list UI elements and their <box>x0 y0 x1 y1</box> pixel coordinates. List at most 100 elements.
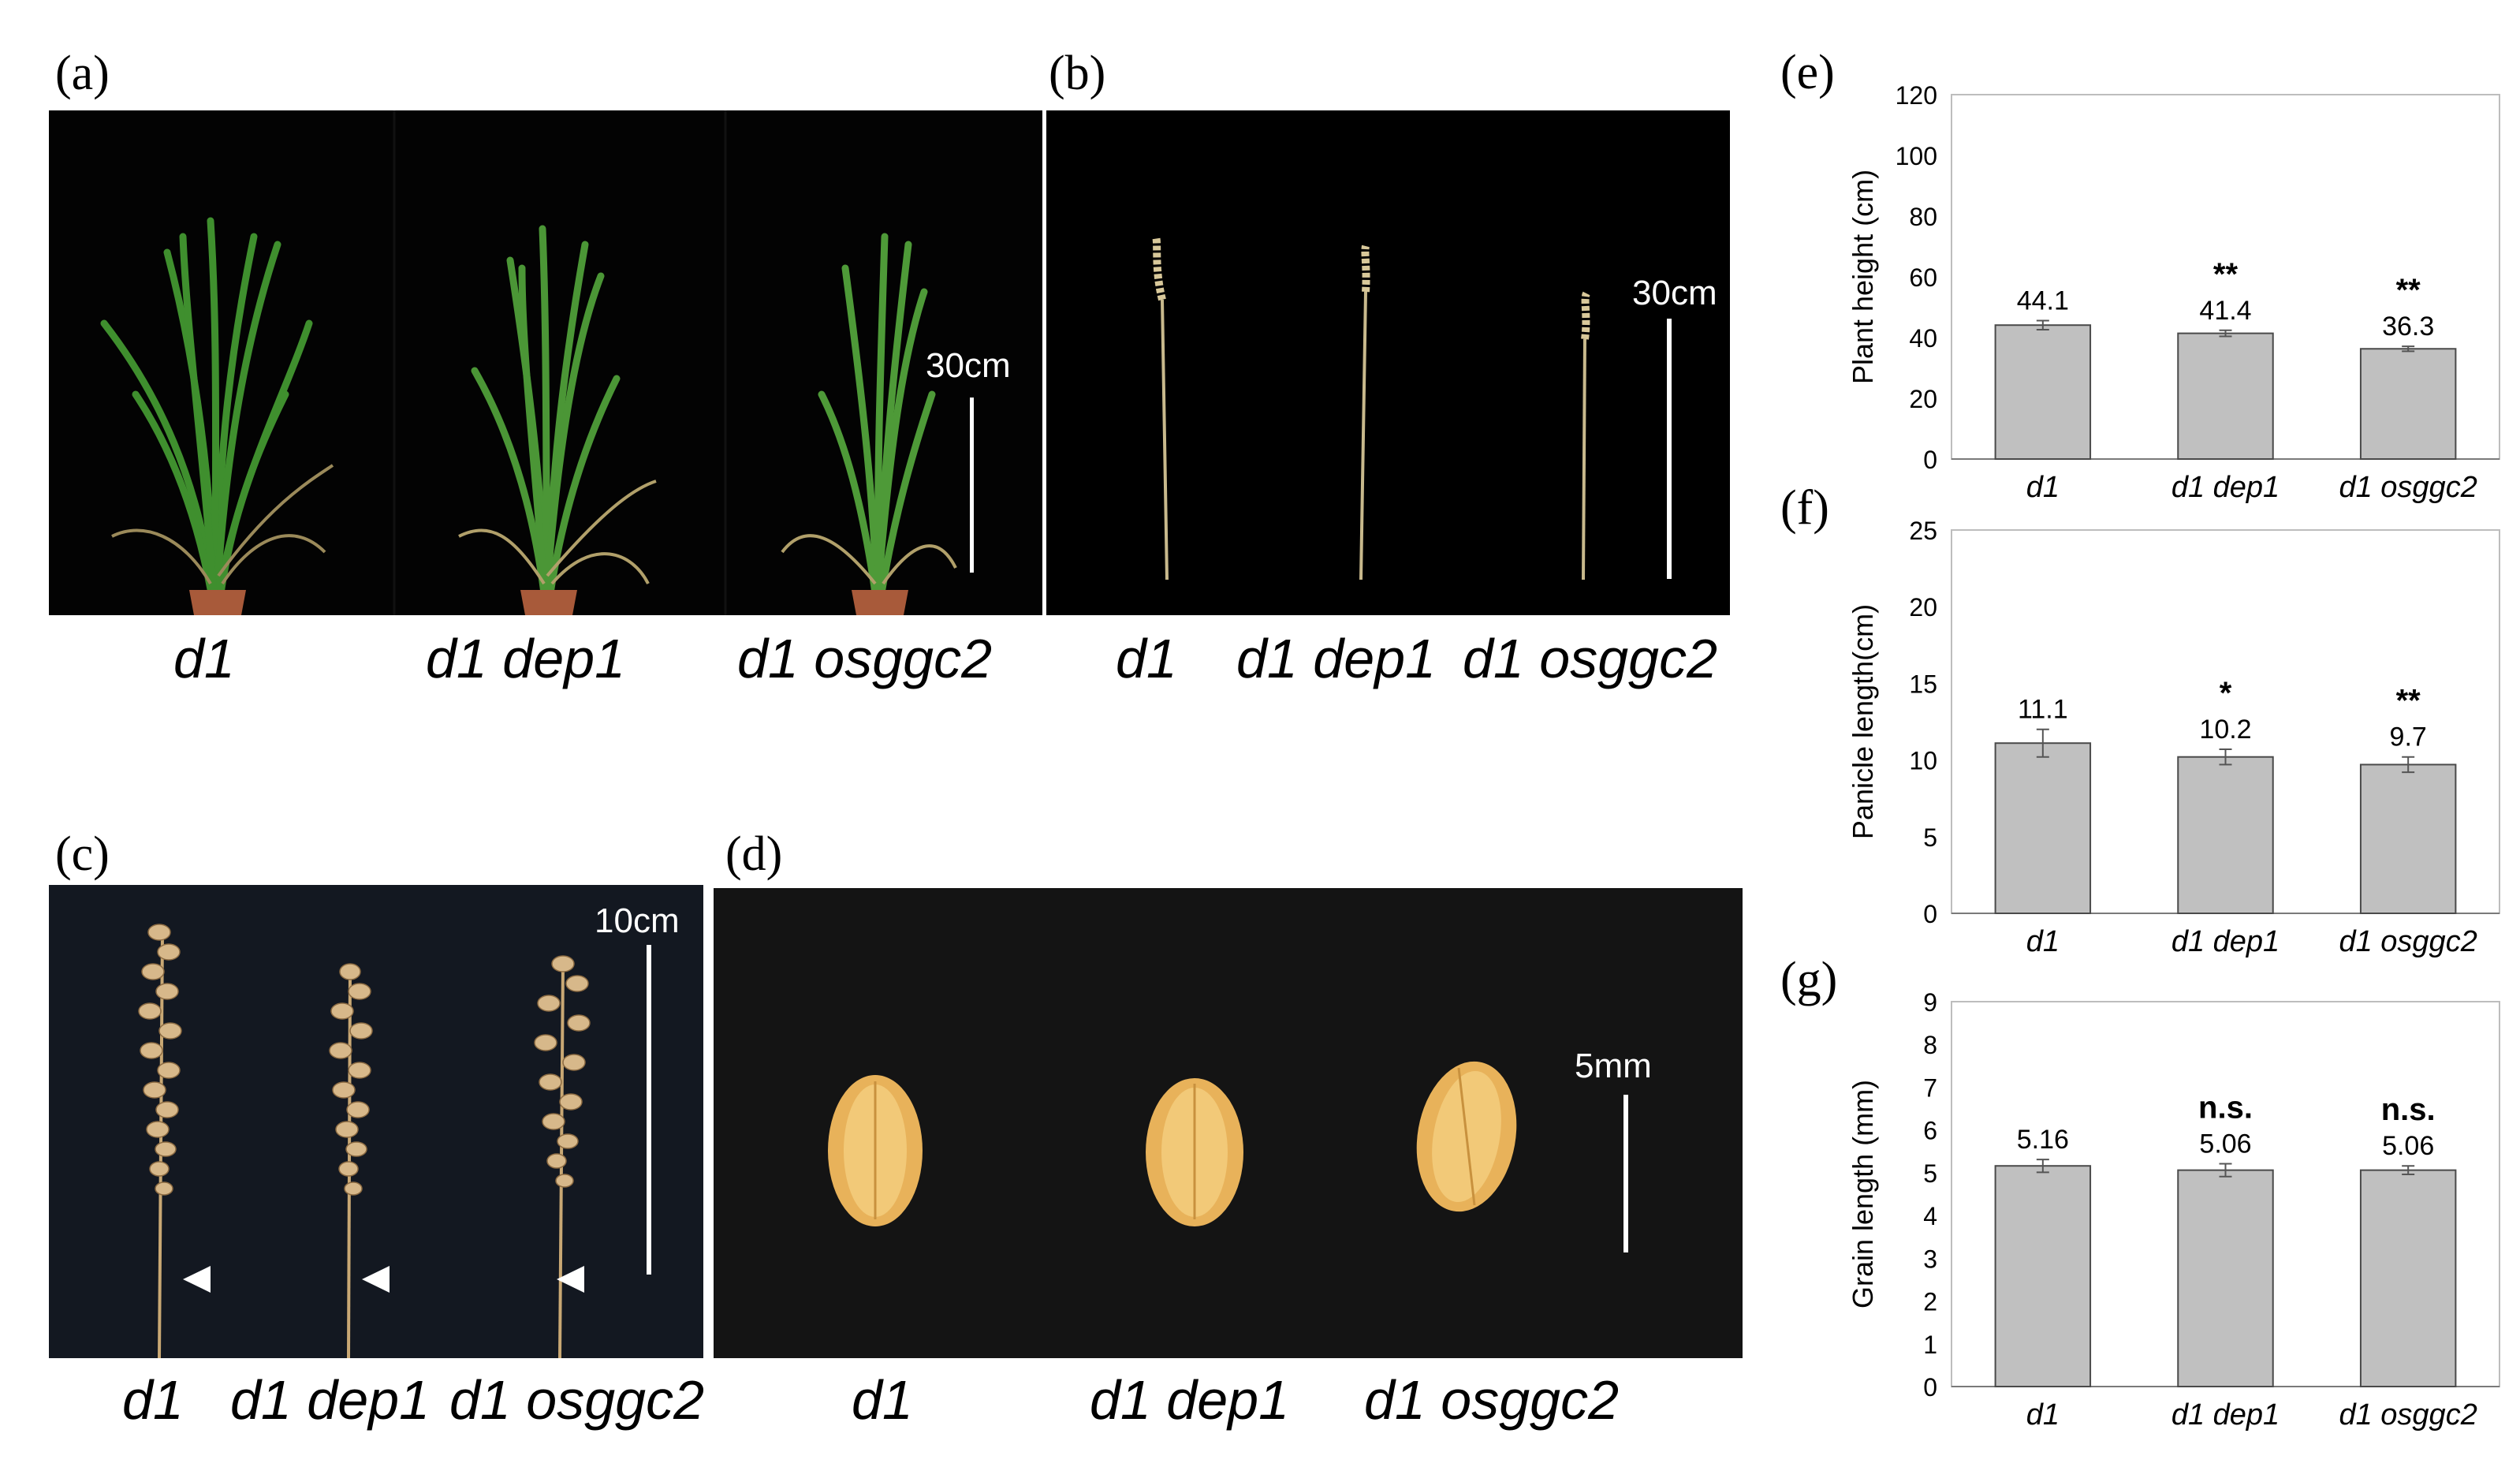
chart-2-value-label-1: 5.06 <box>2199 1129 2251 1159</box>
chart-2-ytick-label: 5 <box>1923 1159 1937 1188</box>
panicle-d1-osggc2 <box>534 955 591 1358</box>
chart-0-category-label-0: d1 <box>2026 471 2060 504</box>
chart-grain-length: (g) 0 1 2 3 4 5 6 7 8 9 Grain length (mm) 5.16 d1 5.06… <box>1774 953 2515 1435</box>
chart-2-ytick-label: 2 <box>1923 1288 1937 1316</box>
panicles-illustration <box>49 885 703 1358</box>
chart-0-bar-1 <box>2177 332 2274 460</box>
chart-1-significance-2: ** <box>2396 684 2421 719</box>
photo-panicles-stems: 30cm <box>1044 110 1730 615</box>
scale-bar-c <box>647 945 651 1275</box>
chart-1-value-label-0: 11.1 <box>2018 695 2068 725</box>
chart-svg: (f) 0 5 10 15 20 25 Panicle length(cm) 11.1 d1 10.… <box>1780 481 2500 958</box>
chart-2-bar-0 <box>1994 1165 2092 1387</box>
plant-d1-dep1 <box>458 225 657 615</box>
chart-1-value-label-1: 10.2 <box>2199 715 2251 745</box>
scale-label-b: 30cm <box>1632 274 1717 312</box>
chart-0-significance-2: ** <box>2396 273 2421 308</box>
stem-d1-osggc2 <box>1581 291 1590 580</box>
plant-d1 <box>100 217 334 615</box>
grains-illustration <box>714 888 1743 1358</box>
chart-0-value-label-2: 36.3 <box>2382 312 2434 342</box>
panicles-stems-illustration <box>1044 110 1730 615</box>
chart-1-ytick-label: 20 <box>1909 593 1937 622</box>
chart-2-category-label-2: d1 osggc2 <box>2339 1398 2477 1432</box>
chart-2-ytick-label: 8 <box>1923 1031 1937 1059</box>
chart-2-panel-label: (g) <box>1780 953 1837 1006</box>
chart-1-panel-label: (f) <box>1780 481 1829 535</box>
panel-label-a: (a) <box>55 47 110 100</box>
chart-1-bar-1 <box>2177 756 2274 914</box>
panicle-d1 <box>138 924 182 1358</box>
chart-0-ytick-label: 40 <box>1909 324 1937 353</box>
caption-c-1: d1 <box>122 1369 184 1431</box>
caption-b-2: d1 dep1 <box>1236 628 1437 689</box>
chart-2-category-label-0: d1 <box>2026 1398 2060 1432</box>
chart-1-ytick-label: 5 <box>1923 823 1937 852</box>
caption-d-2: d1 dep1 <box>1090 1369 1290 1431</box>
chart-1-value-label-2: 9.7 <box>2390 722 2427 752</box>
chart-2-ytick-label: 7 <box>1923 1073 1937 1102</box>
chart-2-significance-2: n.s. <box>2381 1092 2436 1127</box>
chart-0-value-label-0: 44.1 <box>2017 286 2069 315</box>
stem-d1 <box>1152 235 1169 580</box>
chart-2-ytick-label: 3 <box>1923 1245 1937 1273</box>
chart-0-significance-1: ** <box>2213 257 2239 292</box>
chart-1-bar-0 <box>1994 742 2092 914</box>
grain-d1-dep1 <box>1146 1078 1243 1226</box>
caption-a-1: d1 <box>173 628 235 689</box>
chart-1-ytick-label: 10 <box>1909 747 1937 775</box>
chart-2-value-label-2: 5.06 <box>2382 1131 2434 1161</box>
caption-c-2: d1 dep1 <box>230 1369 431 1431</box>
chart-1-category-label-0: d1 <box>2026 925 2060 958</box>
stem-d1-dep1 <box>1359 244 1370 580</box>
chart-2-bar-2 <box>2359 1169 2457 1387</box>
plant-d1-osggc2 <box>781 233 957 615</box>
chart-0-ytick-label: 60 <box>1909 263 1937 292</box>
caption-c-3: d1 osggc2 <box>449 1369 705 1431</box>
chart-1-ytick-label: 25 <box>1909 517 1937 545</box>
scale-bar-a <box>970 398 974 573</box>
chart-0-category-label-2: d1 osggc2 <box>2339 471 2477 504</box>
chart-1-bar-2 <box>2359 763 2457 914</box>
chart-0-ylabel: Plant height (cm) <box>1847 170 1879 384</box>
chart-panicle-length: (f) 0 5 10 15 20 25 Panicle length(cm) 11.1 d1 10.… <box>1774 481 2515 970</box>
chart-0-bar-0 <box>1994 324 2092 460</box>
chart-0-ytick-label: 20 <box>1909 385 1937 413</box>
chart-0-value-label-1: 41.4 <box>2199 296 2251 326</box>
chart-2-category-label-1: d1 dep1 <box>2171 1398 2280 1432</box>
arrowheads <box>183 1266 584 1293</box>
scale-bar-d <box>1623 1095 1628 1252</box>
chart-svg: (g) 0 1 2 3 4 5 6 7 8 9 Grain length (mm) 5.16 d1 5.06… <box>1780 953 2500 1432</box>
chart-2-ytick-label: 6 <box>1923 1117 1937 1145</box>
chart-2-ytick-label: 0 <box>1923 1373 1937 1402</box>
caption-a-2: d1 dep1 <box>426 628 626 689</box>
caption-d-1: d1 <box>852 1369 913 1431</box>
chart-2-ytick-label: 1 <box>1923 1331 1937 1359</box>
scale-bar-b <box>1667 319 1672 579</box>
scale-label-c: 10cm <box>595 901 680 940</box>
chart-1-ylabel: Panicle length(cm) <box>1847 604 1879 839</box>
chart-1-significance-1: * <box>2220 676 2232 711</box>
chart-1-ytick-label: 15 <box>1909 670 1937 698</box>
panel-label-b: (b) <box>1049 47 1106 100</box>
panicle-d1-dep1 <box>329 963 373 1358</box>
panel-label-c: (c) <box>55 827 110 881</box>
chart-2-ytick-label: 4 <box>1923 1202 1937 1230</box>
chart-0-panel-label: (e) <box>1780 46 1835 99</box>
chart-2-significance-1: n.s. <box>2198 1091 2253 1125</box>
chart-0-ytick-label: 120 <box>1896 81 1937 110</box>
photo-panicles: 10cm <box>49 885 703 1358</box>
chart-0-category-label-1: d1 dep1 <box>2171 471 2280 504</box>
chart-1-category-label-1: d1 dep1 <box>2171 925 2280 958</box>
chart-0-ytick-label: 80 <box>1909 203 1937 231</box>
chart-svg: (e) 0 20 40 60 80 100 120 Plant height (cm) 44.1 d… <box>1780 46 2500 504</box>
chart-2-ylabel: Grain length (mm) <box>1847 1080 1879 1308</box>
grain-d1 <box>828 1075 923 1226</box>
grain-d1-osggc2 <box>1416 1061 1517 1212</box>
chart-0-bar-2 <box>2359 348 2457 460</box>
chart-0-ytick-label: 100 <box>1896 142 1937 170</box>
chart-2-ytick-label: 9 <box>1923 988 1937 1017</box>
photo-grains: 5mm <box>714 888 1743 1358</box>
caption-d-3: d1 osggc2 <box>1364 1369 1620 1431</box>
chart-1-ytick-label: 0 <box>1923 900 1937 928</box>
